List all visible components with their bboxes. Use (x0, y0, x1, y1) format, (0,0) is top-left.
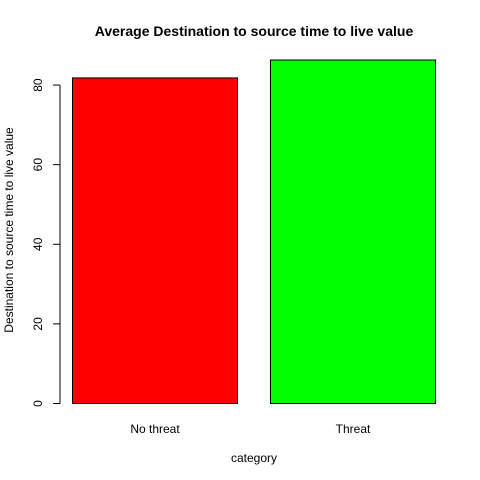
category-labels: No threat Threat (130, 422, 371, 436)
y-axis: 0 20 40 60 80 (31, 78, 61, 407)
y-tick-label: 0 (31, 400, 45, 407)
y-axis-label: Destination to source time to live value (2, 127, 16, 333)
category-label: No threat (130, 422, 180, 436)
y-tick-label: 80 (31, 78, 45, 92)
y-tick-label: 20 (31, 317, 45, 331)
y-tick-label: 60 (31, 158, 45, 172)
x-axis-label: category (231, 451, 277, 465)
bars-group (72, 59, 436, 405)
chart-title: Average Destination to source time to li… (95, 23, 414, 39)
bar-threat (270, 59, 436, 404)
y-tick-label: 40 (31, 237, 45, 251)
category-label: Threat (336, 422, 371, 436)
bar-no-threat (72, 77, 238, 405)
